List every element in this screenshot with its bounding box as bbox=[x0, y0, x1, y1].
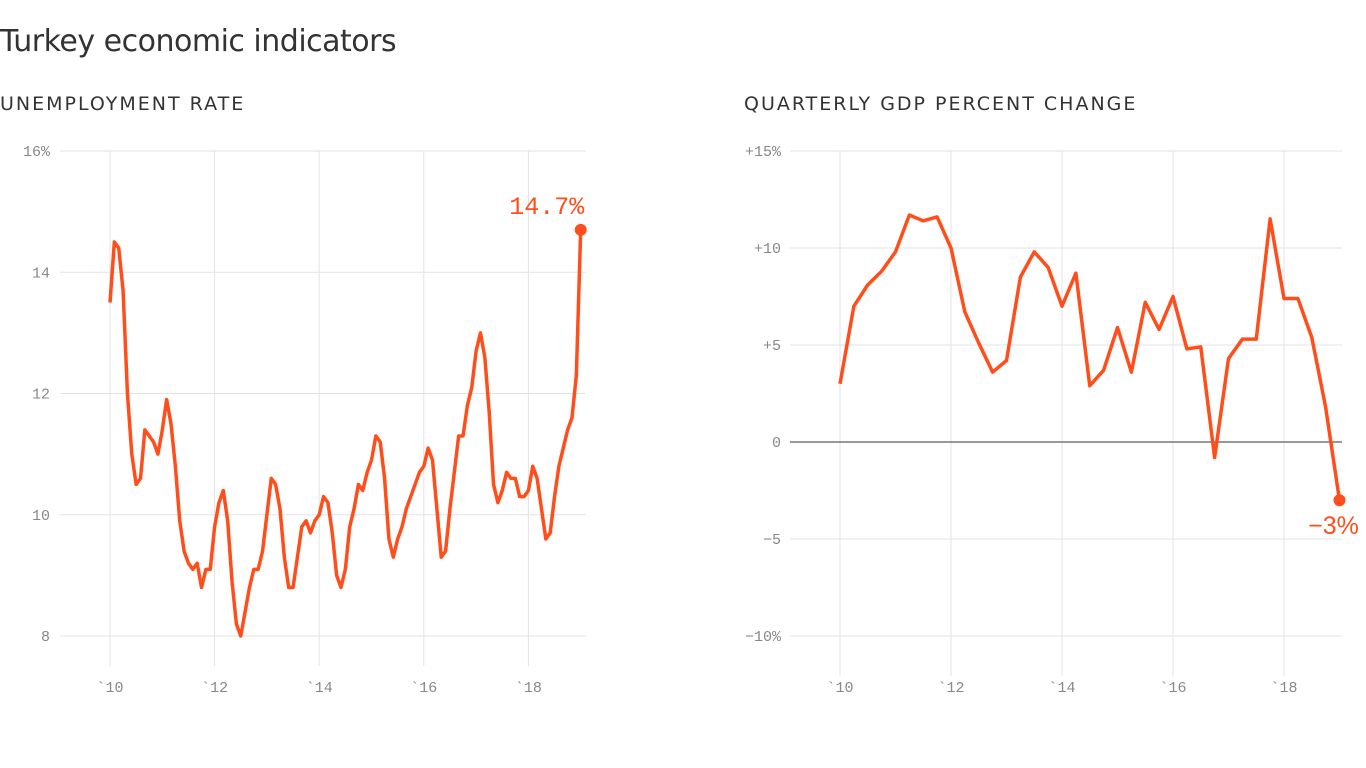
x-tick-label: `16 bbox=[410, 680, 437, 697]
y-tick-label: 14 bbox=[32, 265, 50, 282]
y-tick-label: 12 bbox=[32, 387, 50, 404]
y-tick-label: 16% bbox=[23, 144, 51, 161]
x-tick-label: `12 bbox=[937, 680, 964, 697]
x-tick-label: `12 bbox=[201, 680, 228, 697]
x-tick-label: `18 bbox=[515, 680, 542, 697]
gdp-chart-title: QUARTERLY GDP PERCENT CHANGE bbox=[744, 93, 1138, 115]
y-tick-label: 10 bbox=[32, 508, 50, 525]
y-tick-label: −10% bbox=[745, 629, 782, 646]
x-tick-label: `14 bbox=[306, 680, 333, 697]
page-title: Turkey economic indicators bbox=[0, 24, 397, 59]
y-tick-label: 8 bbox=[41, 629, 50, 646]
x-tick-label: `10 bbox=[826, 680, 853, 697]
y-tick-label: 0 bbox=[772, 435, 781, 452]
y-tick-label: +10 bbox=[754, 241, 781, 258]
last-point-marker bbox=[574, 223, 587, 236]
x-tick-label: `10 bbox=[96, 680, 123, 697]
data-line bbox=[838, 213, 1342, 501]
unemployment-chart: 16% 14 12 10 8 `10 `12 `14 `16 `18 14.7% bbox=[23, 144, 587, 697]
last-point-marker bbox=[1333, 494, 1346, 507]
y-tick-label: +5 bbox=[763, 338, 781, 355]
x-tick-label: `16 bbox=[1159, 680, 1186, 697]
y-tick-label: −5 bbox=[763, 532, 781, 549]
last-value-label: 14.7% bbox=[509, 193, 585, 222]
data-line bbox=[108, 229, 583, 638]
gdp-chart: +15% +10 +5 0 −5 −10% `10 `12 `14 `16 `18 −3% bbox=[745, 144, 1359, 697]
unemployment-chart-title: UNEMPLOYMENT RATE bbox=[0, 93, 246, 115]
last-value-label: −3% bbox=[1308, 512, 1359, 540]
x-tick-label: `18 bbox=[1270, 680, 1297, 697]
y-tick-label: +15% bbox=[745, 144, 782, 161]
x-tick-label: `14 bbox=[1048, 680, 1075, 697]
